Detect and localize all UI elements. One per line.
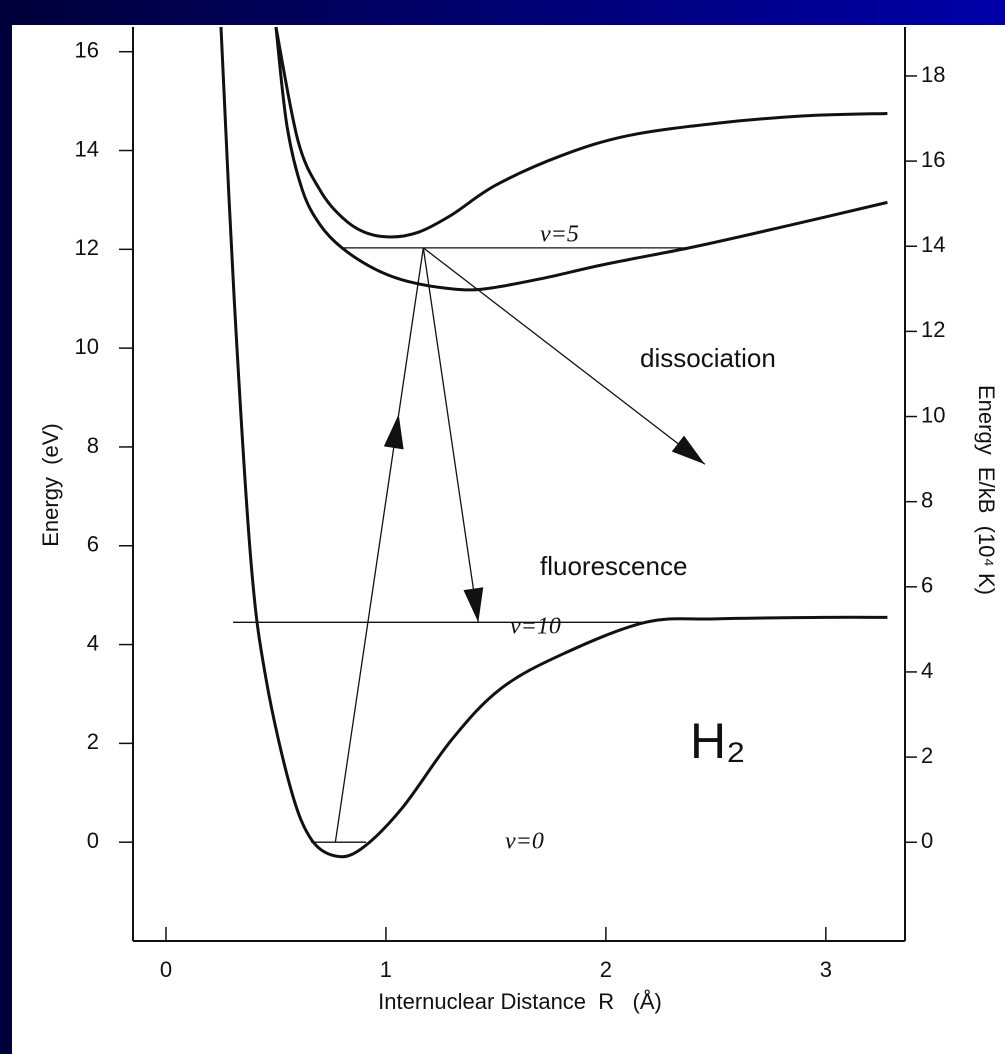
annotation: v=0 — [505, 829, 544, 855]
annotation: H₂ — [690, 713, 746, 769]
y-tick-label: 0 — [87, 828, 99, 853]
y-tick-label: 14 — [75, 136, 99, 161]
annotation: v=5 — [540, 222, 579, 248]
potential-curve — [219, 26, 888, 859]
y-tick-label: 8 — [87, 433, 99, 458]
potential-curve — [274, 26, 888, 239]
y2-tick-label: 10 — [921, 402, 945, 427]
y2-tick-label: 0 — [921, 828, 933, 853]
y2-tick-label: 4 — [921, 658, 933, 683]
y-tick-label: 2 — [87, 729, 99, 754]
x-tick-label: 2 — [600, 957, 612, 982]
y2-tick-label: 8 — [921, 487, 933, 512]
annotation: dissociation — [640, 343, 776, 373]
transition-arrow — [334, 247, 424, 843]
y2-tick-label: 2 — [921, 743, 933, 768]
arrow-head — [671, 435, 705, 465]
y2-tick-label: 16 — [921, 147, 945, 172]
arrow-head — [383, 414, 404, 450]
x-axis-label: Internuclear Distance R (Å) — [378, 989, 662, 1014]
y2-tick-label: 18 — [921, 62, 945, 87]
y2-tick-label: 14 — [921, 232, 945, 257]
y2-axis-label: Energy E/kB (10⁴ K) — [974, 385, 999, 595]
potential-curve — [274, 26, 888, 292]
y-axis-label: Energy (eV) — [38, 423, 63, 547]
y-tick-label: 10 — [75, 334, 99, 359]
y2-tick-label: 6 — [921, 573, 933, 598]
transition-arrow — [422, 247, 479, 623]
x-tick-label: 0 — [160, 957, 172, 982]
y-tick-label: 16 — [75, 38, 99, 63]
annotation: fluorescence — [540, 551, 687, 581]
y2-tick-label: 12 — [921, 317, 945, 342]
x-tick-label: 3 — [820, 957, 832, 982]
y-tick-label: 4 — [87, 630, 99, 655]
x-tick-label: 1 — [380, 957, 392, 982]
transition-arrow — [422, 247, 706, 465]
arrow-head — [463, 587, 484, 623]
y-tick-label: 6 — [87, 532, 99, 557]
y-tick-label: 12 — [75, 235, 99, 260]
paper — [12, 25, 1005, 1054]
annotation: v=10 — [510, 614, 561, 640]
